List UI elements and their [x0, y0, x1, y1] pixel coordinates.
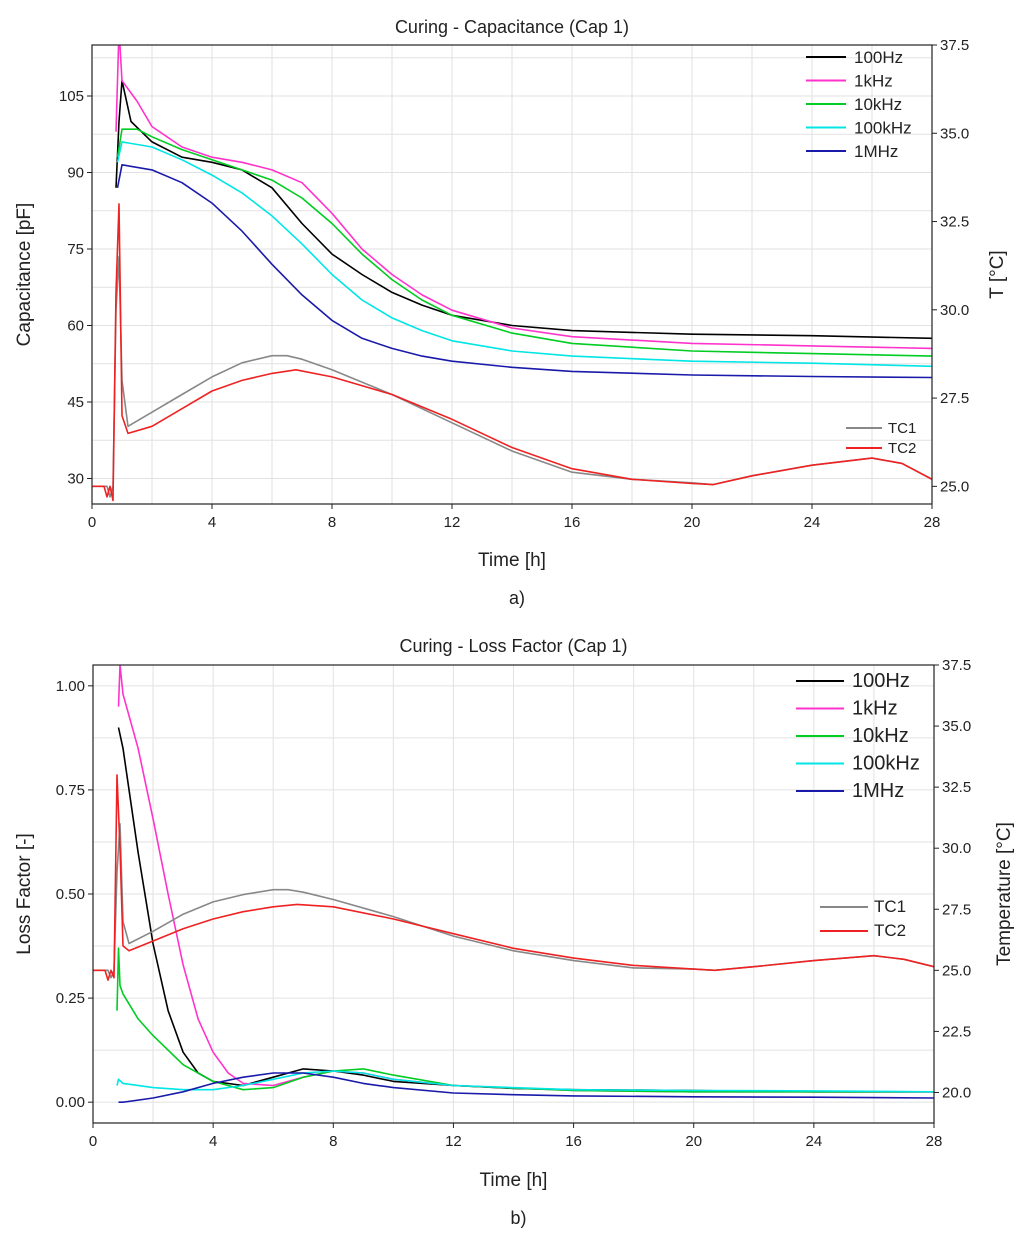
y-tick-label: 0.50 — [56, 886, 85, 903]
chart-panel-1: 0 4 8 12 16 20 24 28 0.00 0.25 0.50 0.75 1.00 20.0 22.… — [14, 636, 1015, 1228]
y2-tick-label: 22.5 — [942, 1023, 971, 1040]
legend-label-100hz: 100Hz — [854, 48, 903, 67]
series-line-1khz — [115, 45, 932, 350]
series-line-10khz — [116, 128, 932, 357]
x-axis-label: Time [h] — [478, 550, 546, 571]
series-line-100khz — [116, 141, 932, 368]
y-axis-label: Loss Factor [-] — [14, 833, 35, 954]
x-tick-label: 8 — [328, 514, 336, 531]
y2-tick-label: 20.0 — [942, 1084, 971, 1101]
series-line-100hz — [117, 727, 934, 1093]
y-tick-label: 60 — [67, 318, 84, 335]
y2-tick-label: 32.5 — [940, 214, 969, 231]
x-tick-label: 12 — [444, 514, 461, 531]
x-tick-label: 20 — [684, 514, 701, 531]
x-tick-label: 0 — [89, 1133, 97, 1150]
x-tick-label: 28 — [926, 1133, 943, 1150]
y-tick-label: 30 — [67, 471, 84, 488]
x-tick-label: 0 — [88, 514, 96, 531]
y2-tick-label: 37.5 — [940, 37, 969, 54]
legend-label-1khz: 1kHz — [852, 698, 898, 720]
x-tick-label: 8 — [329, 1133, 337, 1150]
y2-tick-label: 30.0 — [942, 840, 971, 857]
series-line-1mhz — [116, 164, 932, 379]
series-line-100hz — [115, 79, 932, 340]
plot-frame — [91, 44, 933, 505]
y2-tick-label: 35.0 — [940, 125, 969, 142]
x-tick-label: 4 — [209, 1133, 217, 1150]
series-group — [93, 665, 934, 1103]
legend-label-100hz: 100Hz — [852, 670, 910, 692]
y2-tick-label: 27.5 — [940, 390, 969, 407]
legend-label-tc2: TC2 — [874, 921, 906, 940]
chart-panel-0: 0 4 8 12 16 20 24 28 30 45 60 75 90 105 25.0 27.5 30.0 32… — [14, 17, 1008, 608]
x-tick-label: 12 — [445, 1133, 462, 1150]
y-tick-label: 0.25 — [56, 990, 85, 1007]
legend-label-10khz: 10kHz — [852, 725, 909, 747]
y2-tick-label: 25.0 — [940, 478, 969, 495]
y2-tick-label: 32.5 — [942, 779, 971, 796]
x-tick-label: 24 — [804, 514, 821, 531]
legend-label-100khz: 100kHz — [852, 753, 920, 775]
chart-title: Curing - Loss Factor (Cap 1) — [399, 636, 627, 656]
y2-tick-label: 35.0 — [942, 718, 971, 735]
x-tick-label: 20 — [685, 1133, 702, 1150]
legend-label-100khz: 100kHz — [854, 119, 912, 138]
series-group — [92, 45, 932, 502]
legend-label-1mhz: 1MHz — [854, 142, 898, 161]
x-tick-label: 16 — [564, 514, 581, 531]
y-tick-label: 1.00 — [56, 678, 85, 695]
y-tick-label: 75 — [67, 241, 84, 258]
legend-label-1khz: 1kHz — [854, 72, 893, 91]
legend-label-tc2: TC2 — [888, 440, 916, 457]
x-tick-label: 4 — [208, 514, 216, 531]
y-axis-label: Capacitance [pF] — [14, 203, 35, 347]
y-tick-label: 0.00 — [56, 1094, 85, 1111]
x-tick-label: 24 — [806, 1133, 823, 1150]
series-line-1khz — [117, 665, 934, 1093]
series-line-1mhz — [118, 1072, 934, 1103]
legend-label-tc1: TC1 — [874, 897, 906, 916]
panel-caption: a) — [509, 588, 525, 608]
legend-label-10khz: 10kHz — [854, 95, 902, 114]
y2-tick-label: 37.5 — [942, 657, 971, 674]
x-axis-label: Time [h] — [480, 1170, 548, 1191]
y2-axis-label: Temperature [°C] — [994, 822, 1015, 966]
y-tick-label: 45 — [67, 394, 84, 411]
legend-label-tc1: TC1 — [888, 420, 916, 437]
y-tick-label: 90 — [67, 165, 84, 182]
x-tick-label: 16 — [565, 1133, 582, 1150]
panel-caption: b) — [510, 1208, 526, 1228]
chart-title: Curing - Capacitance (Cap 1) — [395, 17, 629, 37]
y2-tick-label: 25.0 — [942, 962, 971, 979]
series-line-tc2 — [92, 203, 932, 502]
legend-label-1mhz: 1MHz — [852, 780, 904, 802]
y-tick-label: 105 — [59, 88, 84, 105]
y2-tick-label: 27.5 — [942, 901, 971, 918]
y2-tick-label: 30.0 — [940, 302, 969, 319]
series-line-tc2 — [93, 774, 934, 981]
y-tick-label: 0.75 — [56, 782, 85, 799]
x-tick-label: 28 — [924, 514, 941, 531]
series-line-10khz — [116, 947, 934, 1093]
y2-axis-label: T [°C] — [987, 250, 1008, 298]
